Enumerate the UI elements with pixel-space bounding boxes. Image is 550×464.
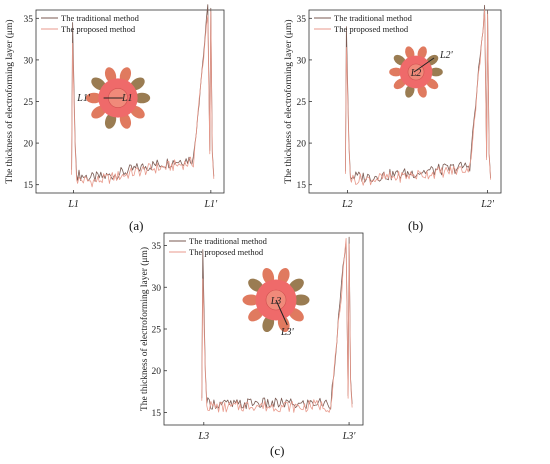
y-tick-label: 20 (297, 140, 307, 150)
y-tick-label: 15 (297, 181, 307, 191)
panel-a-caption: (a) (129, 218, 144, 233)
y-axis-label: The thickness of electroforming layer (μ… (4, 19, 15, 183)
legend-label: The traditional method (61, 13, 140, 23)
y-tick-label: 20 (24, 140, 34, 150)
legend-label: The traditional method (189, 236, 268, 246)
inset-label-start: L2 (410, 68, 422, 79)
x-tick-label: L2 (341, 199, 353, 210)
y-tick-label: 25 (24, 98, 34, 108)
gear-inset-0 (85, 67, 151, 129)
x-tick-label: L3 (198, 431, 210, 442)
y-tick-label: 15 (152, 409, 162, 419)
series-line-proposed (201, 237, 353, 413)
gear-inset-1 (389, 46, 443, 98)
chart-panel-0: 15 20 25 30 35 The thickness of electroformin… (4, 4, 225, 210)
inset-label-end: L2' (439, 50, 454, 61)
legend-label: The proposed method (61, 24, 136, 34)
y-tick-label: 35 (297, 15, 307, 25)
x-tick-label: L2' (480, 199, 495, 210)
y-tick-label: 25 (297, 98, 307, 108)
gear-tooth (292, 294, 310, 306)
gear-tooth (85, 92, 103, 104)
gear-inset-2 (242, 267, 310, 333)
inset-path (413, 57, 435, 73)
inset-label-end: L3' (280, 327, 295, 338)
legend-label: The proposed method (189, 247, 264, 257)
inset-path (275, 299, 288, 326)
x-tick-label: L1 (67, 199, 79, 210)
y-tick-label: 25 (152, 326, 162, 336)
y-tick-label: 35 (24, 15, 34, 25)
series-line-traditional (71, 4, 215, 182)
legend-label: The traditional method (334, 13, 413, 23)
legend-label: The proposed method (334, 24, 409, 34)
gear-tooth (133, 92, 151, 104)
y-tick-label: 30 (24, 56, 34, 66)
plot-frame (308, 9, 502, 194)
y-tick-label: 15 (24, 181, 34, 191)
inset-label-start: L1' (76, 93, 91, 104)
gear-tooth (389, 67, 403, 77)
y-tick-label: 30 (297, 56, 307, 66)
panel-b-caption: (b) (408, 218, 424, 233)
series-line-traditional (201, 236, 353, 410)
inset-label-end: L1 (121, 93, 133, 104)
inset-label-start: L3 (270, 296, 282, 307)
series-line-traditional (345, 4, 491, 183)
series-line-proposed (345, 9, 491, 186)
panel-c-caption: (c) (270, 443, 285, 458)
y-tick-label: 35 (152, 242, 162, 252)
x-tick-label: L1' (203, 199, 218, 210)
gear-tooth (429, 67, 443, 77)
x-tick-label: L3' (342, 431, 357, 442)
y-tick-label: 20 (152, 367, 162, 377)
series-line-proposed (71, 11, 215, 188)
y-axis-label: The thickness of electroforming layer (μ… (283, 19, 294, 183)
y-tick-label: 30 (152, 284, 162, 294)
gear-tooth (242, 294, 260, 306)
y-axis-label: The thickness of electroforming layer (μ… (139, 247, 150, 411)
